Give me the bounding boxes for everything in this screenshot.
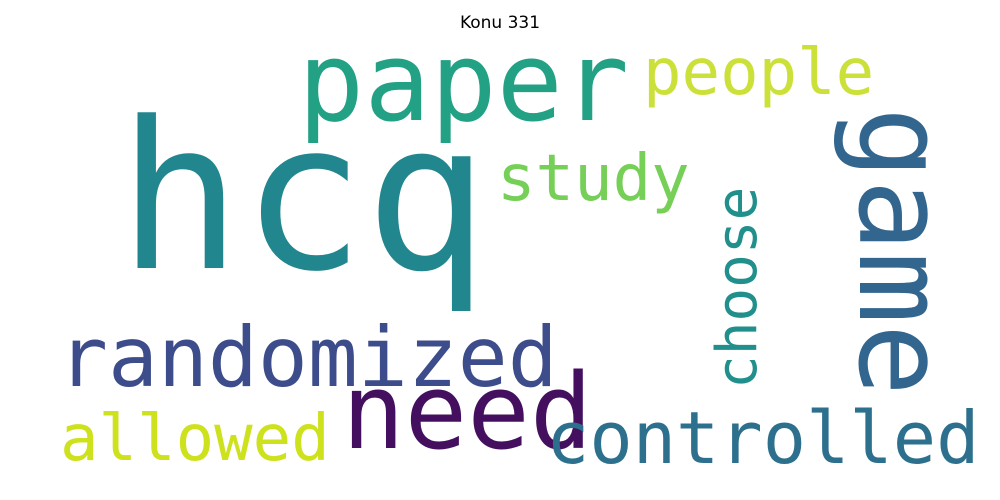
word-people: people [643, 36, 874, 110]
word-hcq: hcq [118, 79, 488, 317]
word-need: need [342, 351, 592, 473]
word-controlled: controlled [546, 396, 979, 480]
word-allowed: allowed [60, 402, 330, 476]
word-choose: choose [705, 187, 770, 389]
chart-title: Konu 331 [459, 13, 541, 33]
word-study: study [497, 142, 690, 216]
word-paper: paper [298, 18, 629, 146]
word-randomized: randomized [58, 309, 558, 406]
word-game: game [831, 107, 970, 396]
